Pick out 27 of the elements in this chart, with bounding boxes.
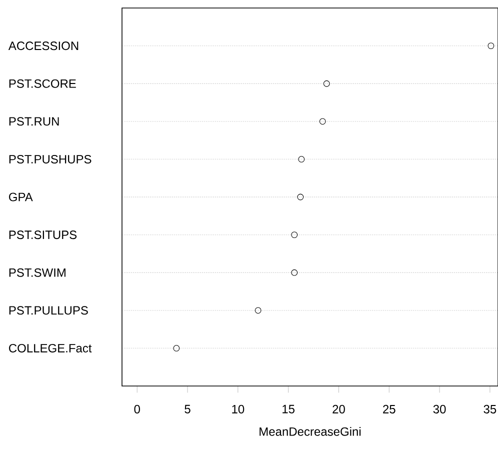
y-tick-label: COLLEGE.Fact — [9, 344, 92, 352]
x-tick-label: 5 — [184, 404, 190, 414]
y-tick-label: PST.PUSHUPS — [9, 154, 92, 164]
point — [323, 80, 330, 87]
x-tick-label: 15 — [282, 404, 294, 414]
x-tick-label: 20 — [332, 404, 345, 414]
x-tick-label: 25 — [383, 404, 396, 414]
y-tick-label: PST.SITUPS — [9, 230, 77, 240]
point — [488, 42, 494, 50]
y-tick-label: PST.PULLUPS — [9, 306, 88, 315]
x-axis-title: MeanDecreaseGini — [260, 427, 361, 436]
x-tick-label: 35 — [484, 404, 496, 414]
x-tick-label: 0 — [134, 404, 140, 414]
point — [291, 232, 298, 238]
point — [173, 345, 180, 352]
point — [319, 118, 326, 125]
y-tick-label: ACCESSION — [8, 42, 78, 50]
y-tick-label: PST.RUN — [9, 117, 59, 126]
point — [297, 194, 304, 200]
point — [291, 269, 298, 276]
point — [254, 307, 262, 314]
point — [298, 156, 305, 162]
y-tick-label: PST.SCORE — [9, 79, 76, 88]
y-tick-label: GPA — [9, 192, 33, 202]
x-tick-label: 30 — [433, 404, 446, 414]
y-tick-label: PST.SWIM — [9, 268, 66, 277]
x-tick-label: 10 — [232, 404, 244, 414]
